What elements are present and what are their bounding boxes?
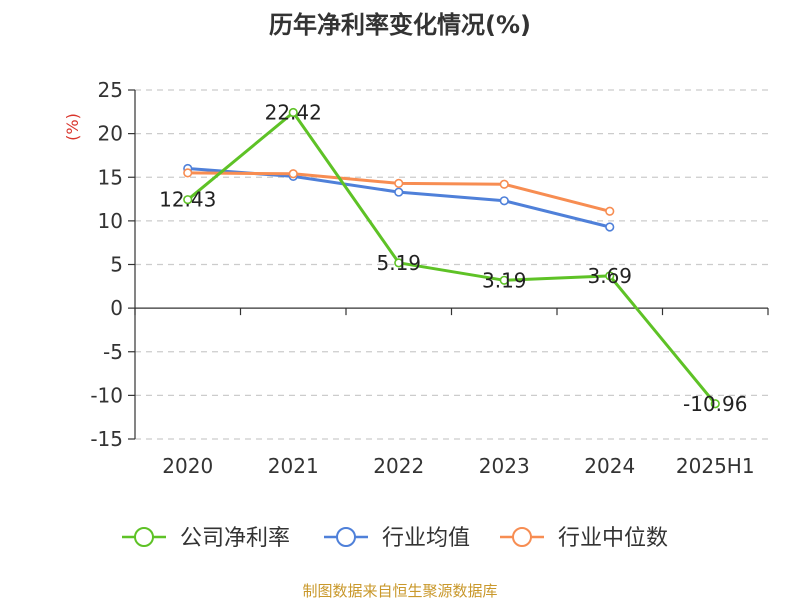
data-label: 12.43 <box>159 188 216 212</box>
data-label: -10.96 <box>683 392 747 416</box>
y-axis-label: (%) <box>63 113 82 141</box>
data-point <box>183 195 193 205</box>
y-tick-label: -15 <box>90 427 123 451</box>
data-labels: 12.43 22.42 5.19 3.19 3.69 -10.96 <box>159 101 747 416</box>
data-point <box>288 107 298 118</box>
x-tick-label: 2022 <box>373 454 424 478</box>
data-point <box>605 271 615 281</box>
data-label: 5.19 <box>376 251 421 275</box>
series-line-0 <box>186 111 717 406</box>
y-tick-label: 15 <box>98 165 123 189</box>
legend-marker <box>336 527 356 547</box>
grid-lines <box>135 89 768 440</box>
series-lines <box>186 111 717 406</box>
legend: 公司净利率 行业均值 行业中位数 <box>122 526 668 551</box>
data-point <box>710 399 720 409</box>
legend-marker <box>134 527 154 547</box>
data-point <box>499 179 509 189</box>
data-point <box>499 275 509 285</box>
legend-label: 公司净利率 <box>180 526 290 551</box>
data-point <box>394 178 404 188</box>
x-tick-labels: 2020 2021 2022 2023 2024 2025H1 <box>162 454 754 478</box>
data-point <box>605 206 615 216</box>
x-tick-label: 2021 <box>268 454 319 478</box>
x-tick-label: 2023 <box>479 454 530 478</box>
series-points <box>183 107 720 409</box>
y-tick-labels: -15 -10 -5 0 5 10 15 20 25 <box>90 78 123 451</box>
data-point <box>499 196 509 206</box>
y-tick-label: -5 <box>103 340 123 364</box>
data-point <box>394 258 404 268</box>
data-point <box>394 187 404 197</box>
legend-label: 行业中位数 <box>558 526 668 551</box>
x-tick-label: 2020 <box>162 454 213 478</box>
data-point <box>183 168 193 178</box>
chart-title: 历年净利率变化情况(%) <box>269 11 531 39</box>
data-label: 3.69 <box>587 264 632 288</box>
data-label: 22.42 <box>265 101 322 125</box>
y-tick-label: -10 <box>90 383 123 407</box>
y-tick-label: 25 <box>98 78 123 102</box>
data-point <box>288 169 298 179</box>
y-tick-label: 10 <box>98 209 123 233</box>
data-label: 3.19 <box>482 268 527 292</box>
y-tick-label: 0 <box>110 296 123 320</box>
x-tick-label: 2025H1 <box>676 454 755 478</box>
data-point <box>605 222 615 232</box>
legend-label: 行业均值 <box>382 526 470 551</box>
x-tick-label: 2024 <box>584 454 635 478</box>
y-tick-label: 20 <box>98 122 123 146</box>
data-source-note: 制图数据来自恒生聚源数据库 <box>302 582 497 600</box>
axes <box>128 89 769 440</box>
y-tick-label: 5 <box>110 253 123 277</box>
legend-marker <box>512 527 532 547</box>
